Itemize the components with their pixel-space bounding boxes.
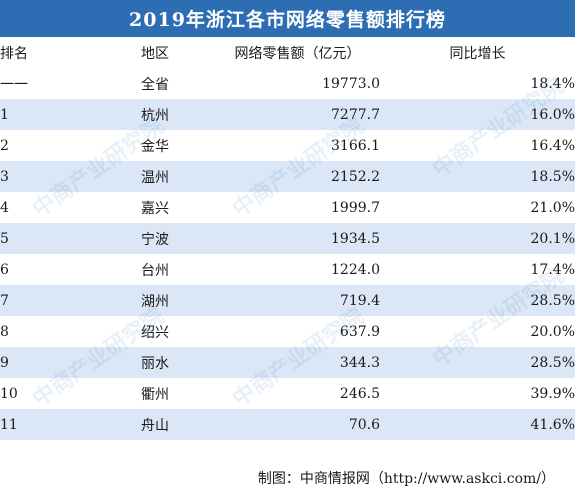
cell-rank: 6 xyxy=(0,254,95,285)
header-rank: 排名 xyxy=(0,37,95,68)
cell-sales: 246.5 xyxy=(215,378,380,409)
cell-region: 杭州 xyxy=(95,99,215,130)
header-region: 地区 xyxy=(95,37,215,68)
cell-growth: 20.1% xyxy=(380,223,575,254)
cell-rank: 2 xyxy=(0,130,95,161)
cell-region: 嘉兴 xyxy=(95,192,215,223)
cell-sales: 2152.2 xyxy=(215,161,380,192)
cell-growth: 17.4% xyxy=(380,254,575,285)
table-row: 2 金华 3166.1 16.4% xyxy=(0,130,575,161)
cell-rank: 1 xyxy=(0,99,95,130)
cell-sales: 719.4 xyxy=(215,285,380,316)
cell-sales: 7277.7 xyxy=(215,99,380,130)
cell-growth: 39.9% xyxy=(380,378,575,409)
cell-growth: 21.0% xyxy=(380,192,575,223)
header-sales: 网络零售额（亿元） xyxy=(215,37,380,68)
cell-growth: 18.5% xyxy=(380,161,575,192)
cell-sales: 637.9 xyxy=(215,316,380,347)
cell-sales: 3166.1 xyxy=(215,130,380,161)
cell-growth: 16.0% xyxy=(380,99,575,130)
cell-region: 台州 xyxy=(95,254,215,285)
cell-region: 舟山 xyxy=(95,409,215,440)
table-row: 8 绍兴 637.9 20.0% xyxy=(0,316,575,347)
table-title: 2019年浙江各市网络零售额排行榜 xyxy=(0,0,575,37)
cell-sales: 1224.0 xyxy=(215,254,380,285)
table-row: 5 宁波 1934.5 20.1% xyxy=(0,223,575,254)
cell-growth: 28.5% xyxy=(380,347,575,378)
table-row: 6 台州 1224.0 17.4% xyxy=(0,254,575,285)
cell-sales: 344.3 xyxy=(215,347,380,378)
cell-region: 湖州 xyxy=(95,285,215,316)
table-row: 7 湖州 719.4 28.5% xyxy=(0,285,575,316)
source-note: 制图：中商情报网（http://www.askci.com/） xyxy=(257,471,555,487)
cell-region: 温州 xyxy=(95,161,215,192)
cell-growth: 28.5% xyxy=(380,285,575,316)
cell-region: 衢州 xyxy=(95,378,215,409)
cell-rank: 5 xyxy=(0,223,95,254)
cell-growth: 20.0% xyxy=(380,316,575,347)
cell-rank: 3 xyxy=(0,161,95,192)
table-row: 9 丽水 344.3 28.5% xyxy=(0,347,575,378)
cell-rank: 8 xyxy=(0,316,95,347)
cell-rank: 11 xyxy=(0,409,95,440)
cell-sales: 1999.7 xyxy=(215,192,380,223)
cell-rank: 4 xyxy=(0,192,95,223)
cell-sales: 19773.0 xyxy=(215,68,380,99)
table-row: 11 舟山 70.6 41.6% xyxy=(0,409,575,440)
cell-region: 宁波 xyxy=(95,223,215,254)
cell-region: 丽水 xyxy=(95,347,215,378)
header-growth: 同比增长 xyxy=(380,37,575,68)
ranking-table: 排名 地区 网络零售额（亿元） 同比增长 一一 全省 19773.0 18.4% 1 杭州… xyxy=(0,37,575,440)
cell-growth: 16.4% xyxy=(380,130,575,161)
cell-growth: 18.4% xyxy=(380,68,575,99)
cell-rank: 一一 xyxy=(0,68,95,99)
table-row: 3 温州 2152.2 18.5% xyxy=(0,161,575,192)
header-row: 排名 地区 网络零售额（亿元） 同比增长 xyxy=(0,37,575,68)
cell-region: 金华 xyxy=(95,130,215,161)
cell-rank: 9 xyxy=(0,347,95,378)
cell-region: 绍兴 xyxy=(95,316,215,347)
cell-rank: 10 xyxy=(0,378,95,409)
cell-sales: 1934.5 xyxy=(215,223,380,254)
cell-region: 全省 xyxy=(95,68,215,99)
cell-sales: 70.6 xyxy=(215,409,380,440)
table-row: 4 嘉兴 1999.7 21.0% xyxy=(0,192,575,223)
cell-rank: 7 xyxy=(0,285,95,316)
table-row: 10 衢州 246.5 39.9% xyxy=(0,378,575,409)
table-row: 一一 全省 19773.0 18.4% xyxy=(0,68,575,99)
cell-growth: 41.6% xyxy=(380,409,575,440)
table-row: 1 杭州 7277.7 16.0% xyxy=(0,99,575,130)
